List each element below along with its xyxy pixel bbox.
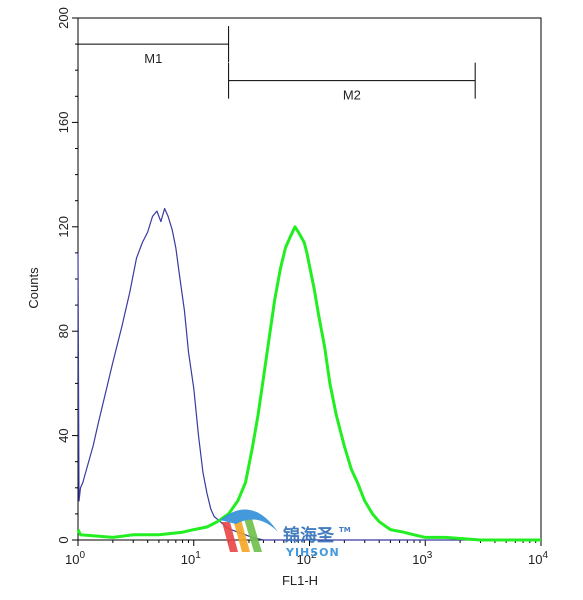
marker-label: M2	[343, 88, 361, 103]
watermark-logo-mark	[220, 509, 278, 552]
logo-stripe-orange	[232, 516, 250, 552]
histogram-line-blue	[77, 207, 541, 541]
x-tick-label: 100	[65, 550, 85, 567]
x-tick-base: 10	[296, 552, 310, 567]
x-tick-base: 10	[412, 552, 426, 567]
y-tick-label: 80	[56, 324, 71, 338]
y-tick-label: 40	[56, 428, 71, 442]
y-tick-label: 200	[56, 7, 71, 29]
x-tick-label: 102	[296, 550, 316, 567]
x-tick-exponent: 3	[427, 550, 433, 561]
plot-frame	[77, 17, 542, 541]
watermark-logo: 锦海圣 TM YIHSON	[220, 509, 351, 559]
logo-stripe-red	[222, 522, 238, 552]
y-tick-label: 120	[56, 216, 71, 238]
axis-layer	[77, 17, 542, 541]
logo-swoosh-blue	[220, 509, 278, 532]
y-tick-label: 160	[56, 112, 71, 134]
x-tick-label: 101	[181, 550, 201, 567]
x-tick-exponent: 0	[79, 550, 85, 561]
marker-label: M1	[144, 51, 162, 66]
x-tick-exponent: 4	[542, 550, 548, 561]
x-tick-exponent: 2	[311, 550, 317, 561]
histogram-line-green	[76, 225, 541, 542]
y-axis-label: Counts	[26, 267, 41, 309]
watermark-trademark: TM	[339, 526, 351, 534]
watermark-brand-cn: 锦海圣	[283, 525, 335, 546]
x-axis-label: FL1-H	[282, 573, 318, 588]
x-tick-base: 10	[65, 552, 79, 567]
x-tick-exponent: 1	[195, 550, 201, 561]
watermark-brand-en: YIHSON	[285, 546, 340, 559]
x-tick-label: 103	[412, 550, 432, 567]
y-tick-label: 0	[56, 536, 71, 543]
marker-layer: M1 M2	[77, 26, 476, 103]
series-layer	[76, 207, 541, 542]
x-tick-base: 10	[181, 552, 195, 567]
x-tick-base: 10	[528, 552, 542, 567]
x-tick-label: 104	[528, 550, 548, 567]
logo-stripe-green	[242, 512, 262, 552]
